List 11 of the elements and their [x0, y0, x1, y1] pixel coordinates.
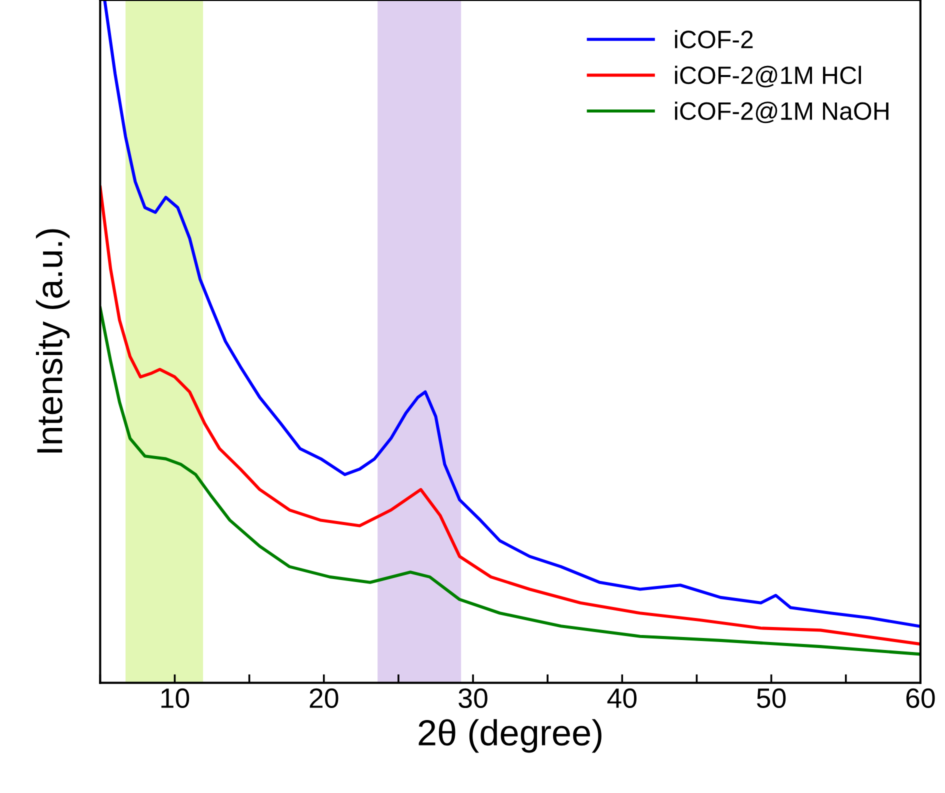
x-tick-label: 10	[161, 688, 190, 708]
legend-label: iCOF-2@1M HCl	[675, 66, 861, 88]
x-tick-label: 30	[458, 688, 488, 708]
x-tick-label: 50	[756, 688, 786, 708]
x-tick-label: 40	[607, 688, 637, 708]
legend-label: iCOF-2@1M NaOH	[675, 102, 888, 124]
y-axis-title: Intensity (a.u.)	[36, 229, 70, 452]
x-tick-label: 60	[906, 688, 935, 708]
x-axis-title: 2θ (degree)	[418, 719, 602, 753]
legend-label: iCOF-2	[675, 30, 753, 48]
x-tick-label: 20	[310, 688, 338, 708]
